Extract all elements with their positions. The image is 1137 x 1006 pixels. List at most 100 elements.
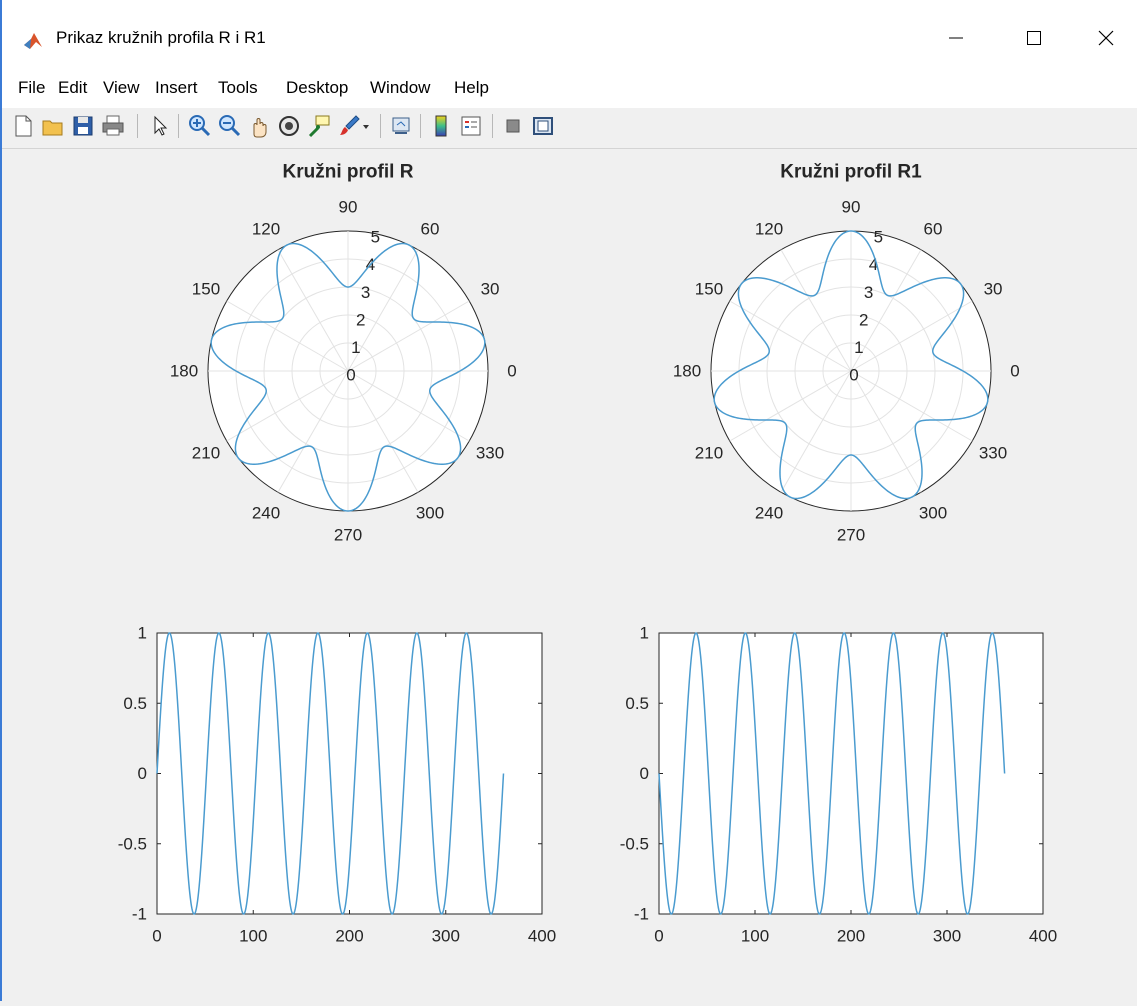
polar-series-line	[713, 230, 989, 500]
colorbar-icon	[435, 115, 447, 137]
polar-grid-spoke	[347, 249, 419, 372]
open-folder-icon	[42, 120, 63, 136]
toolbar-separator	[492, 114, 493, 138]
polar-angle-tick-label: 180	[673, 362, 701, 381]
data-cursor-icon	[308, 115, 330, 138]
polar-angle-tick-label: 210	[192, 444, 220, 463]
x-tick-label: 200	[335, 927, 363, 946]
save-button[interactable]	[70, 112, 96, 140]
brush-button[interactable]	[336, 112, 362, 140]
menu-insert[interactable]: Insert	[155, 78, 198, 97]
menu-window[interactable]: Window	[370, 78, 431, 97]
polar-angle-tick-label: 90	[339, 198, 358, 217]
polar-grid-spoke	[226, 300, 349, 372]
polar-grid-spoke	[850, 300, 973, 372]
edit-plot-button[interactable]	[146, 112, 172, 140]
polar-grid-spoke	[347, 370, 419, 493]
y-tick-label: -1	[634, 905, 649, 924]
link-plot-icon	[392, 117, 410, 134]
polar-radial-tick-label: 1	[351, 338, 360, 357]
polar-radial-tick-label: 5	[371, 228, 380, 247]
polar-grid-spoke	[850, 249, 922, 372]
polar-angle-tick-label: 30	[481, 280, 500, 299]
polar-angle-tick-label: 300	[416, 504, 444, 523]
hide-plot-tools-button[interactable]	[500, 112, 526, 140]
zoom-out-icon	[219, 115, 241, 137]
matlab-logo-icon	[22, 30, 44, 52]
polar-radial-tick-label: 3	[361, 283, 370, 302]
polar-grid-spoke	[226, 370, 349, 442]
pan-icon	[253, 118, 267, 138]
insert-colorbar-button[interactable]	[428, 112, 454, 140]
polar-angle-tick-label: 150	[192, 280, 220, 299]
new-file-icon	[15, 115, 32, 137]
polar-title: Kružni profil R1	[780, 162, 922, 183]
polar-angle-tick-label: 120	[755, 219, 783, 238]
figure-canvas: Kružni profil R 0 30 60 90 120 150 180 210 240 270…	[0, 149, 1137, 1001]
menu-view[interactable]: View	[103, 78, 140, 97]
print-button[interactable]	[100, 112, 126, 140]
x-tick-label: 400	[528, 927, 556, 946]
polar-angle-tick-label: 330	[476, 444, 504, 463]
open-file-button[interactable]	[40, 112, 66, 140]
menu-desktop[interactable]: Desktop	[286, 78, 349, 97]
polar-grid-spoke	[277, 249, 349, 372]
polar-angle-tick-label: 0	[1010, 362, 1019, 381]
brush-dropdown[interactable]	[360, 112, 374, 140]
polar-radial-tick-label: 3	[864, 283, 873, 302]
zoom-out-button[interactable]	[216, 112, 242, 140]
polar-angle-tick-label: 0	[507, 362, 516, 381]
polar-radial-tick-label: 2	[859, 310, 868, 329]
minimize-icon	[949, 37, 963, 39]
polar-angle-tick-label: 30	[984, 280, 1003, 299]
polar-grid-spoke	[347, 300, 470, 372]
polar-radial-tick-label: 0	[346, 366, 355, 385]
maximize-button[interactable]	[1010, 16, 1058, 60]
window-title: Prikaz kružnih profila R i R1	[56, 28, 266, 47]
x-tick-label: 100	[239, 927, 267, 946]
polar-series-line	[210, 242, 486, 512]
y-tick-label: -0.5	[118, 834, 147, 853]
y-tick-label: -1	[132, 905, 147, 924]
menu-edit[interactable]: Edit	[58, 78, 88, 97]
minimize-button[interactable]	[932, 16, 980, 60]
link-plot-button[interactable]	[388, 112, 414, 140]
polar-radial-tick-label: 4	[869, 255, 878, 274]
y-tick-label: 1	[138, 624, 147, 643]
polar-grid-spoke	[729, 300, 852, 372]
y-tick-label: 0	[640, 764, 649, 783]
menu-help[interactable]: Help	[454, 78, 489, 97]
menu-tools[interactable]: Tools	[218, 78, 258, 97]
polar-grid-spoke	[780, 249, 852, 372]
x-tick-label: 300	[933, 927, 961, 946]
figure-toolbar	[0, 108, 1137, 149]
x-tick-label: 100	[741, 927, 769, 946]
insert-legend-button[interactable]	[458, 112, 484, 140]
toolbar-separator	[178, 114, 179, 138]
x-tick-label: 0	[654, 927, 663, 946]
show-plot-tools-button[interactable]	[530, 112, 556, 140]
menu-file[interactable]: File	[18, 78, 46, 97]
polar-angle-tick-label: 120	[252, 219, 280, 238]
pan-button[interactable]	[246, 112, 272, 140]
polar-angle-tick-label: 330	[979, 444, 1007, 463]
polar-radial-tick-label: 2	[356, 310, 365, 329]
polar-grid-spoke	[850, 370, 973, 442]
polar-angle-tick-label: 240	[755, 504, 783, 523]
new-figure-button[interactable]	[10, 112, 36, 140]
y-tick-label: 0.5	[123, 694, 147, 713]
polar-angle-tick-label: 180	[170, 362, 198, 381]
zoom-in-button[interactable]	[186, 112, 212, 140]
dropdown-arrow-icon	[363, 125, 369, 129]
line-series	[658, 632, 1006, 915]
data-cursor-button[interactable]	[306, 112, 332, 140]
close-icon	[1098, 30, 1114, 46]
y-tick-label: 1	[640, 624, 649, 643]
polar-angle-tick-label: 60	[421, 219, 440, 238]
polar-radial-tick-label: 1	[854, 338, 863, 357]
line-series	[156, 632, 505, 915]
toolbar-separator	[380, 114, 381, 138]
close-button[interactable]	[1082, 16, 1130, 60]
x-tick-label: 0	[152, 927, 161, 946]
rotate-3d-button[interactable]	[276, 112, 302, 140]
